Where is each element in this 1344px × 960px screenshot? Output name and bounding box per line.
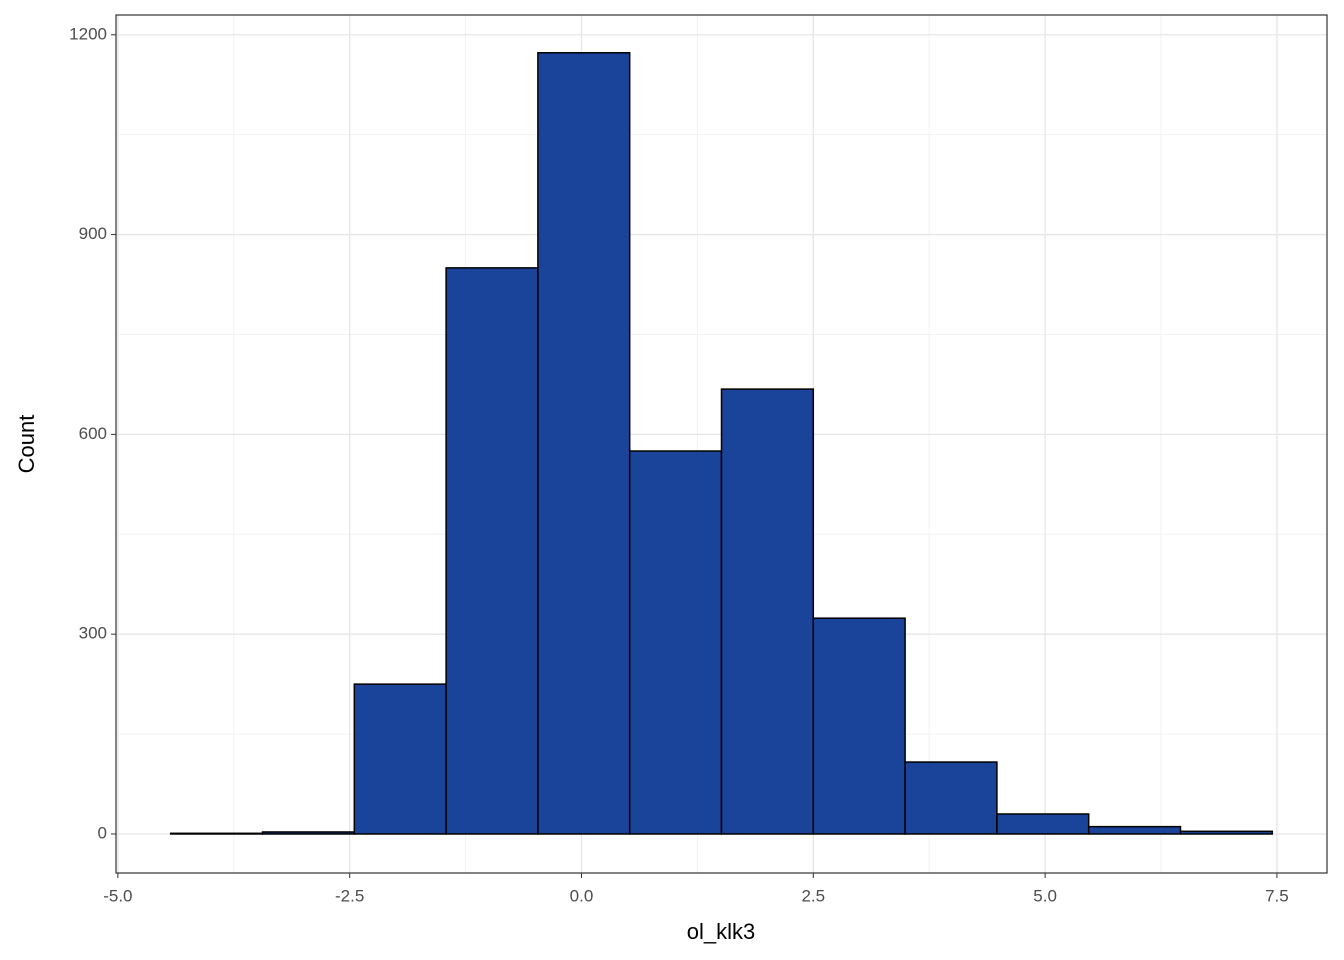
bar <box>1087 825 1182 835</box>
bar <box>628 450 723 835</box>
y-tick-label: 900 <box>79 224 107 243</box>
x-tick-label: 2.5 <box>801 886 825 905</box>
y-tick-label: 300 <box>79 624 107 643</box>
bar <box>353 683 447 835</box>
y-tick-label: 0 <box>98 823 107 842</box>
panel-border <box>115 14 1328 874</box>
y-tick-label: 1200 <box>69 24 107 43</box>
bar <box>169 832 264 835</box>
bar <box>904 761 998 835</box>
y-tick-label: 600 <box>79 424 107 443</box>
x-tick-label: 0.0 <box>570 886 594 905</box>
x-tick-label: -2.5 <box>335 886 364 905</box>
x-tick-label: 7.5 <box>1265 886 1289 905</box>
bar <box>537 52 631 835</box>
x-tick-label: 5.0 <box>1033 886 1057 905</box>
bar <box>1179 830 1274 835</box>
bar <box>812 617 906 835</box>
y-axis-title: Count <box>14 415 39 474</box>
bar <box>445 267 539 835</box>
x-axis-title: ol_klk3 <box>687 919 755 944</box>
bar <box>720 388 815 835</box>
x-tick-label: -5.0 <box>103 886 132 905</box>
bar <box>996 813 1090 835</box>
bar <box>261 831 356 835</box>
